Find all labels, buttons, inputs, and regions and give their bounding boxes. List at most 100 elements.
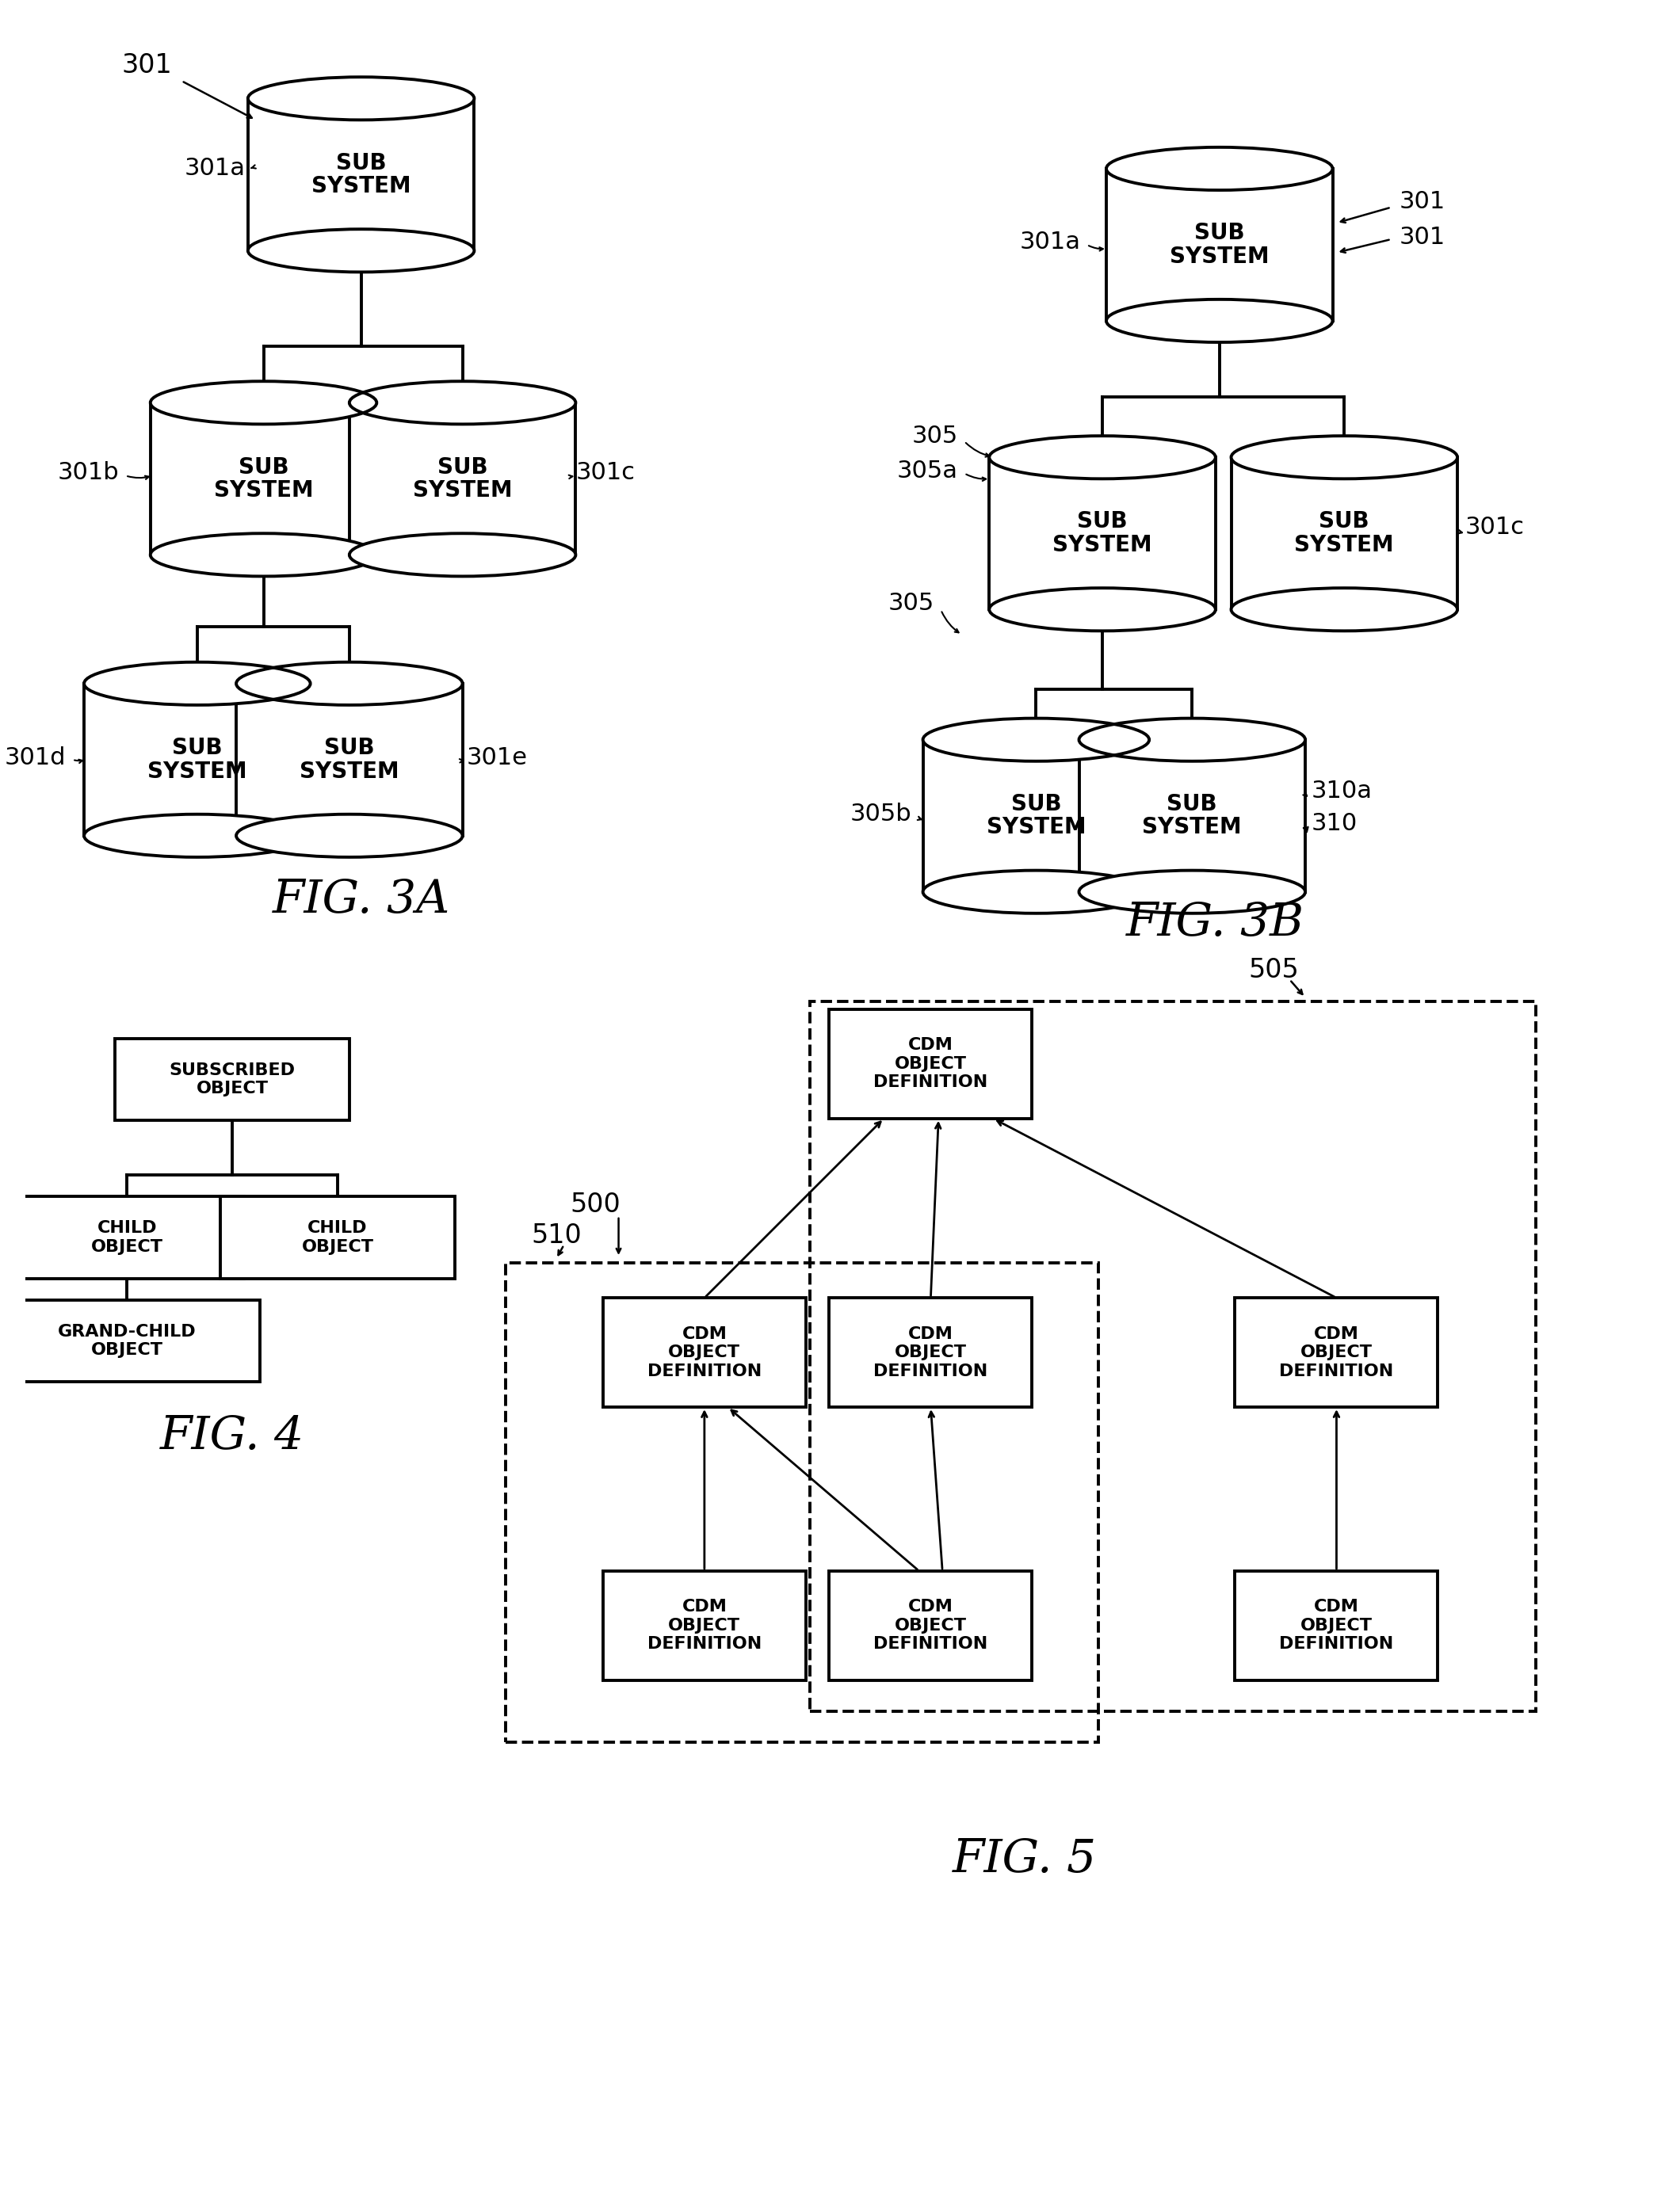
Text: CDM: CDM bbox=[907, 1599, 954, 1615]
Ellipse shape bbox=[248, 77, 475, 119]
Ellipse shape bbox=[236, 661, 463, 706]
Bar bbox=[1079, 739, 1305, 891]
Ellipse shape bbox=[1079, 719, 1305, 761]
Text: 305: 305 bbox=[912, 425, 957, 447]
Bar bbox=[350, 403, 576, 555]
Ellipse shape bbox=[922, 719, 1149, 761]
Ellipse shape bbox=[83, 814, 310, 856]
Bar bbox=[506, 1263, 1099, 1743]
Text: OBJECT: OBJECT bbox=[894, 1617, 967, 1632]
Text: 301c: 301c bbox=[576, 460, 634, 484]
Text: SYSTEM: SYSTEM bbox=[1052, 533, 1152, 555]
Text: OBJECT: OBJECT bbox=[894, 1345, 967, 1360]
Text: DEFINITION: DEFINITION bbox=[874, 1363, 987, 1378]
Text: 301b: 301b bbox=[58, 460, 120, 484]
Text: SUB: SUB bbox=[325, 737, 375, 759]
Text: 305b: 305b bbox=[849, 803, 911, 825]
Text: 301: 301 bbox=[122, 53, 171, 77]
Text: 505: 505 bbox=[1249, 958, 1299, 984]
Bar bbox=[922, 739, 1149, 891]
Bar bbox=[10, 1197, 245, 1279]
Text: OBJECT: OBJECT bbox=[1300, 1345, 1372, 1360]
Bar bbox=[248, 100, 475, 250]
Text: OBJECT: OBJECT bbox=[668, 1617, 741, 1632]
Text: 305a: 305a bbox=[897, 460, 957, 482]
Text: OBJECT: OBJECT bbox=[301, 1239, 373, 1254]
Text: SUB: SUB bbox=[1319, 511, 1370, 533]
Text: 310a: 310a bbox=[1312, 779, 1372, 803]
Ellipse shape bbox=[83, 661, 310, 706]
Ellipse shape bbox=[1230, 588, 1457, 630]
Bar bbox=[603, 1571, 806, 1681]
Text: SUB: SUB bbox=[1194, 221, 1245, 243]
Text: FIG. 5: FIG. 5 bbox=[952, 1838, 1097, 1882]
Text: DEFINITION: DEFINITION bbox=[648, 1363, 761, 1378]
Text: 301: 301 bbox=[1399, 190, 1445, 212]
Text: 310: 310 bbox=[1312, 812, 1357, 836]
Bar bbox=[829, 1009, 1032, 1119]
Text: CDM: CDM bbox=[1314, 1325, 1359, 1343]
Ellipse shape bbox=[150, 380, 376, 425]
Text: CDM: CDM bbox=[683, 1325, 728, 1343]
Ellipse shape bbox=[1079, 869, 1305, 914]
Text: DEFINITION: DEFINITION bbox=[874, 1637, 987, 1652]
Bar bbox=[220, 1197, 455, 1279]
Text: SYSTEM: SYSTEM bbox=[300, 761, 400, 783]
Text: DEFINITION: DEFINITION bbox=[1279, 1637, 1394, 1652]
Bar bbox=[989, 458, 1215, 611]
Text: FIG. 3A: FIG. 3A bbox=[271, 878, 450, 922]
Text: OBJECT: OBJECT bbox=[196, 1082, 268, 1097]
Bar bbox=[1235, 1571, 1439, 1681]
Ellipse shape bbox=[922, 869, 1149, 914]
Text: 301c: 301c bbox=[1465, 515, 1525, 540]
Bar bbox=[83, 684, 310, 836]
Text: FIG. 3B: FIG. 3B bbox=[1127, 900, 1305, 947]
Text: 500: 500 bbox=[569, 1192, 621, 1217]
Text: SYSTEM: SYSTEM bbox=[986, 816, 1086, 838]
Ellipse shape bbox=[350, 380, 576, 425]
Ellipse shape bbox=[150, 533, 376, 577]
Text: SUB: SUB bbox=[171, 737, 223, 759]
Bar bbox=[809, 1002, 1535, 1712]
Ellipse shape bbox=[989, 588, 1215, 630]
Text: GRAND-CHILD: GRAND-CHILD bbox=[58, 1323, 196, 1340]
Text: SYSTEM: SYSTEM bbox=[413, 480, 513, 502]
Text: DEFINITION: DEFINITION bbox=[648, 1637, 761, 1652]
Text: 301: 301 bbox=[1399, 226, 1445, 248]
Ellipse shape bbox=[248, 230, 475, 272]
Bar bbox=[1235, 1298, 1439, 1407]
Text: 510: 510 bbox=[531, 1223, 581, 1248]
Text: 301d: 301d bbox=[5, 748, 67, 770]
Text: CHILD: CHILD bbox=[97, 1221, 157, 1237]
Text: SUB: SUB bbox=[1077, 511, 1127, 533]
Text: SYSTEM: SYSTEM bbox=[148, 761, 246, 783]
Bar bbox=[603, 1298, 806, 1407]
Text: SYSTEM: SYSTEM bbox=[1142, 816, 1242, 838]
Text: CDM: CDM bbox=[907, 1037, 954, 1053]
Bar bbox=[236, 684, 463, 836]
Text: 305: 305 bbox=[889, 593, 934, 615]
Bar bbox=[150, 403, 376, 555]
Text: SUB: SUB bbox=[1011, 794, 1061, 816]
Ellipse shape bbox=[989, 436, 1215, 478]
Bar bbox=[829, 1571, 1032, 1681]
Text: OBJECT: OBJECT bbox=[1300, 1617, 1372, 1632]
Text: 301a: 301a bbox=[185, 157, 245, 179]
Text: OBJECT: OBJECT bbox=[894, 1055, 967, 1073]
Text: CHILD: CHILD bbox=[308, 1221, 368, 1237]
Text: SUBSCRIBED: SUBSCRIBED bbox=[170, 1062, 295, 1077]
Text: 301a: 301a bbox=[1019, 230, 1081, 254]
Text: SUB: SUB bbox=[336, 153, 386, 175]
Text: SUB: SUB bbox=[1167, 794, 1217, 816]
Ellipse shape bbox=[1106, 299, 1332, 343]
Text: SYSTEM: SYSTEM bbox=[1294, 533, 1394, 555]
Text: SUB: SUB bbox=[238, 456, 288, 478]
Text: DEFINITION: DEFINITION bbox=[1279, 1363, 1394, 1378]
Bar bbox=[1230, 458, 1457, 611]
Bar bbox=[0, 1301, 260, 1382]
Bar bbox=[115, 1037, 350, 1121]
Text: CDM: CDM bbox=[907, 1325, 954, 1343]
Text: DEFINITION: DEFINITION bbox=[874, 1075, 987, 1091]
Ellipse shape bbox=[1106, 148, 1332, 190]
Text: CDM: CDM bbox=[683, 1599, 728, 1615]
